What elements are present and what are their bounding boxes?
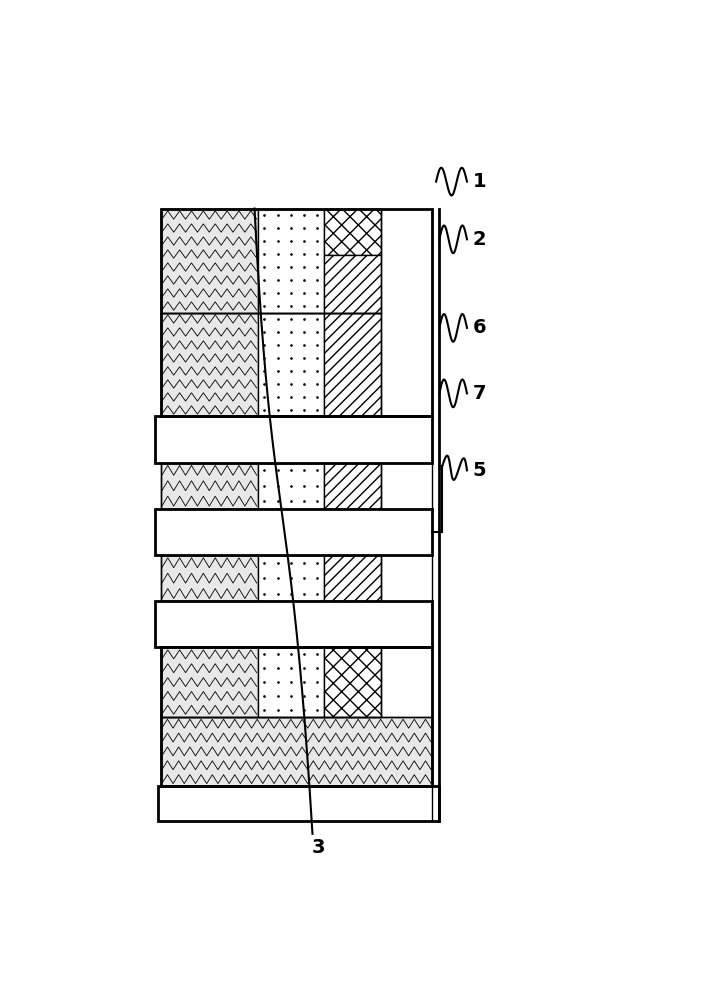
Bar xyxy=(258,209,324,312)
Bar xyxy=(324,312,382,416)
Bar xyxy=(324,209,382,255)
Bar xyxy=(258,555,324,601)
Text: 6: 6 xyxy=(473,318,486,337)
Bar xyxy=(155,601,432,647)
Bar xyxy=(324,647,382,717)
Bar xyxy=(324,255,382,312)
Bar xyxy=(324,463,382,509)
Text: 2: 2 xyxy=(473,230,486,249)
Bar xyxy=(161,647,382,717)
Bar xyxy=(161,209,382,312)
Bar xyxy=(258,647,324,717)
Bar xyxy=(161,717,432,786)
Bar xyxy=(155,416,432,463)
Bar xyxy=(161,312,382,416)
Text: 7: 7 xyxy=(473,384,486,403)
Bar xyxy=(161,463,382,509)
Bar xyxy=(161,555,382,601)
Bar xyxy=(161,717,432,786)
Bar xyxy=(161,312,258,416)
Text: 5: 5 xyxy=(473,461,486,480)
Bar xyxy=(161,647,258,717)
Bar xyxy=(161,647,432,786)
Bar xyxy=(161,463,258,509)
Bar xyxy=(324,555,382,601)
Bar xyxy=(158,786,439,821)
Bar xyxy=(161,209,432,416)
Text: 3: 3 xyxy=(311,838,325,857)
Text: 1: 1 xyxy=(473,172,486,191)
Bar xyxy=(258,463,324,509)
Bar xyxy=(258,312,324,416)
Bar xyxy=(161,555,258,601)
Bar xyxy=(155,509,432,555)
Bar xyxy=(161,209,258,312)
